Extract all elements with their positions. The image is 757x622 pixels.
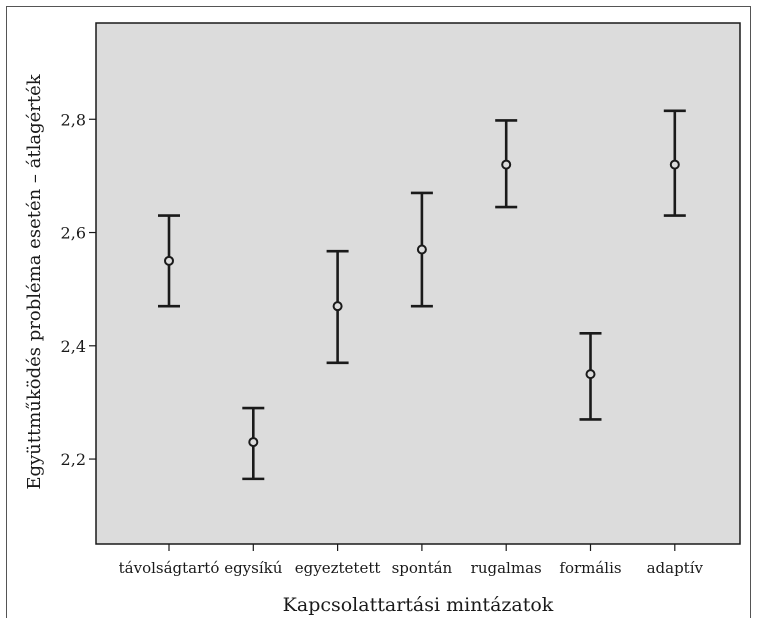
mean-point [669, 159, 680, 170]
y-axis: 2,2 2,4 2,6 2,8 [61, 110, 96, 469]
x-tick-label: egyeztetett [295, 559, 381, 577]
mean-point [164, 255, 174, 266]
figure-frame [6, 6, 751, 618]
x-tick-label: egysíkú [224, 559, 283, 577]
error-bar-egysíkú [242, 406, 265, 481]
error-bar-rugalmas [495, 119, 518, 209]
x-tick-label: távolságtartó [119, 559, 220, 577]
x-axis-label: Kapcsolattartási mintázatok [283, 594, 554, 616]
error-bar-egyeztetett [326, 249, 349, 365]
x-tick-label: formális [559, 559, 621, 577]
y-tick-label: 2,4 [61, 337, 86, 356]
mean-point [248, 437, 259, 448]
x-tick-label: spontán [392, 559, 453, 577]
plot-area [95, 22, 741, 545]
data-marks [158, 109, 686, 481]
x-tick-label: rugalmas [471, 559, 542, 577]
mean-point [501, 159, 512, 170]
mean-point [585, 369, 596, 380]
error-bar-távolságtartó [158, 214, 180, 308]
error-bar-spontán [410, 191, 433, 308]
error-bar-adaptív [663, 109, 686, 217]
y-axis-label: Együttműködés probléma esetén – átlagért… [24, 73, 45, 489]
mean-point [332, 301, 343, 312]
y-tick-label: 2,2 [61, 450, 86, 469]
x-axis: távolságtartó egysíkú egyeztetett spontán ru… [119, 544, 704, 577]
mean-point [416, 244, 427, 255]
error-bar-formális [579, 332, 602, 421]
x-tick-label: adaptív [647, 559, 704, 577]
y-tick-label: 2,6 [61, 224, 86, 243]
y-tick-label: 2,8 [61, 110, 86, 129]
